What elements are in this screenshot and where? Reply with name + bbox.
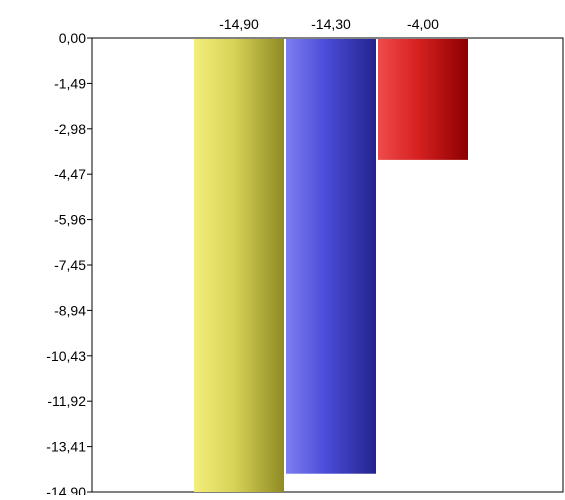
y-tick-label: -1,49 <box>54 75 86 91</box>
y-axis: 0,00 -1,49 -2,98 -4,47 -5,96 -7,45 -8,94 -10,43… <box>46 30 92 500</box>
bar-2 <box>286 39 376 474</box>
y-tick-label: -13,41 <box>46 439 86 455</box>
y-tick-label: -11,92 <box>47 393 86 409</box>
y-tick-label: -14,90 <box>46 484 86 495</box>
bar-3-value-label: -4,00 <box>407 16 439 32</box>
bars-group <box>194 39 468 492</box>
y-tick-label: -10,43 <box>46 348 86 364</box>
y-tick-label: -8,94 <box>54 302 86 318</box>
bar-2-value-label: -14,30 <box>311 16 351 32</box>
bar-1 <box>194 39 284 492</box>
bar-1-value-label: -14,90 <box>219 16 259 32</box>
y-tick-label: 0,00 <box>59 30 86 46</box>
bar-3 <box>378 39 468 160</box>
y-tick-label: -7,45 <box>54 257 86 273</box>
y-tick-label: -5,96 <box>54 212 86 228</box>
y-tick-label: -4,47 <box>54 166 86 182</box>
bar-labels-group: -14,90 -14,30 -4,00 <box>219 16 439 32</box>
y-tick-label: -2,98 <box>54 121 86 137</box>
